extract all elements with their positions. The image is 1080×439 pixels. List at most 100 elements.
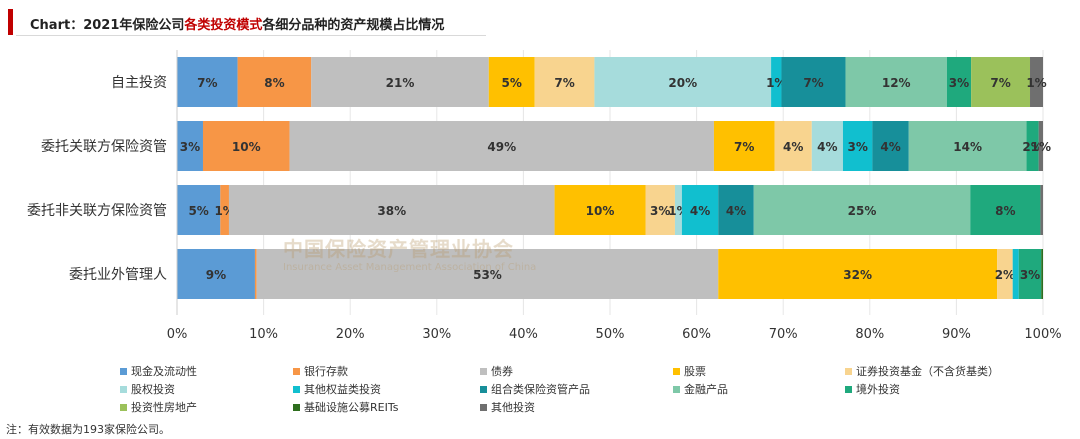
bar-segment xyxy=(872,121,909,171)
legend-label: 其他权益类投资 xyxy=(304,383,381,396)
bar-segment xyxy=(1018,249,1042,299)
bar-segment xyxy=(202,121,290,171)
bar-segment xyxy=(811,121,843,171)
legend-label: 其他投资 xyxy=(491,401,535,414)
data-label: 1% xyxy=(766,76,786,90)
bar-segment xyxy=(177,185,221,235)
legend-swatch xyxy=(845,367,852,375)
data-label: 5% xyxy=(188,204,208,218)
legend-label: 股票 xyxy=(684,365,706,378)
watermark: 中国保险资产管理业协会 Insurance Asset Management A… xyxy=(283,233,536,273)
data-label: 3% xyxy=(650,204,670,218)
bar-segment xyxy=(1012,249,1019,299)
chart-title: Chart：2021年保险公司各类投资模式各细分品种的资产规模占比情况 xyxy=(30,18,445,33)
legend-label: 组合类保险资管产品 xyxy=(491,383,590,396)
x-tick-label: 30% xyxy=(422,327,451,342)
legend-swatch xyxy=(480,367,487,375)
legend-label: 股权投资 xyxy=(131,383,175,396)
data-label: 5% xyxy=(502,76,522,90)
bar-segment xyxy=(256,249,719,299)
data-label: 4% xyxy=(817,140,837,154)
legend-label: 银行存款 xyxy=(304,365,348,378)
category-label: 委托业外管理人 xyxy=(69,267,167,283)
legend-swatch xyxy=(120,367,127,375)
data-label: 25% xyxy=(848,204,877,218)
bar-segment xyxy=(220,185,229,235)
bar-segment xyxy=(534,57,595,107)
bar-segment xyxy=(997,249,1013,299)
bar-segment xyxy=(946,57,972,107)
category-label: 委托非关联方保险资管 xyxy=(27,203,167,219)
data-label: 1% xyxy=(1026,76,1046,90)
data-label: 53% xyxy=(473,268,502,282)
bar-segment xyxy=(1038,121,1043,171)
x-tick-label: 10% xyxy=(249,327,278,342)
bar-segment xyxy=(237,57,312,107)
bar-segment xyxy=(674,185,682,235)
data-label: 4% xyxy=(880,140,900,154)
data-label: 7% xyxy=(803,76,823,90)
x-tick-label: 80% xyxy=(855,327,884,342)
x-tick-label: 40% xyxy=(509,327,538,342)
bar-segment xyxy=(713,121,775,171)
bar-segment xyxy=(228,185,555,235)
category-label: 自主投资 xyxy=(111,75,167,91)
data-label: 2% xyxy=(1022,140,1042,154)
legend-label: 现金及流动性 xyxy=(131,365,197,378)
bar-segment xyxy=(842,121,873,171)
legend-swatch xyxy=(120,385,127,393)
data-label: 3% xyxy=(1020,268,1040,282)
legend-item: 组合类保险资管产品 xyxy=(480,381,590,397)
data-label: 7% xyxy=(990,76,1010,90)
legend-item: 其他权益类投资 xyxy=(293,381,381,397)
data-label: 14% xyxy=(953,140,982,154)
x-tick-label: 70% xyxy=(769,327,798,342)
bar-segment xyxy=(177,249,255,299)
legend-swatch xyxy=(120,403,127,411)
bar-segment xyxy=(774,121,812,171)
title-accent-bar xyxy=(8,9,13,35)
bar-segment xyxy=(971,57,1031,107)
x-tick-label: 90% xyxy=(942,327,971,342)
legend-swatch xyxy=(293,385,300,393)
bar-segment xyxy=(254,249,257,299)
legend-item: 金融产品 xyxy=(673,381,728,397)
bar-segment xyxy=(177,121,203,171)
legend-item: 现金及流动性 xyxy=(120,363,197,379)
bar-segment xyxy=(718,249,998,299)
legend-item: 股票 xyxy=(673,363,706,379)
category-label: 委托关联方保险资管 xyxy=(41,139,167,155)
bar-segment xyxy=(1041,249,1043,299)
data-label: 49% xyxy=(487,140,516,154)
bar-segment xyxy=(177,57,238,107)
data-label: 7% xyxy=(197,76,217,90)
data-label: 32% xyxy=(843,268,872,282)
legend-swatch xyxy=(293,367,300,375)
bar-segment xyxy=(908,121,1027,171)
bar-segment xyxy=(311,57,489,107)
legend-item: 证券投资基金（不含货基类） xyxy=(845,363,999,379)
legend-item: 投资性房地产 xyxy=(120,399,197,415)
x-tick-label: 100% xyxy=(1024,327,1061,342)
legend-label: 投资性房地产 xyxy=(131,401,197,414)
legend-swatch xyxy=(480,385,487,393)
legend-swatch xyxy=(845,385,852,393)
bar-segment xyxy=(753,185,971,235)
bar-segment xyxy=(781,57,846,107)
title-divider xyxy=(16,35,486,36)
bar-segment xyxy=(970,185,1041,235)
legend-item: 境外投资 xyxy=(845,381,900,397)
x-tick-label: 50% xyxy=(596,327,625,342)
data-label: 4% xyxy=(726,204,746,218)
watermark-cn: 中国保险资产管理业协会 xyxy=(283,237,514,261)
data-label: 20% xyxy=(668,76,697,90)
data-label: 2% xyxy=(995,268,1015,282)
data-label: 1% xyxy=(1031,140,1051,154)
legend-label: 基础设施公募REITs xyxy=(304,401,399,414)
x-tick-label: 20% xyxy=(336,327,365,342)
stacked-bar-chart: 0% 10% 20% 30% 40% 50% 60% 70% 80% 90% 100% 自主投资 7% 8… xyxy=(27,50,1062,342)
legend-item: 债券 xyxy=(480,363,513,379)
legend-swatch xyxy=(293,403,300,411)
chart-title-highlight: 各类投资模式 xyxy=(184,18,263,33)
legend-item: 股权投资 xyxy=(120,381,175,397)
